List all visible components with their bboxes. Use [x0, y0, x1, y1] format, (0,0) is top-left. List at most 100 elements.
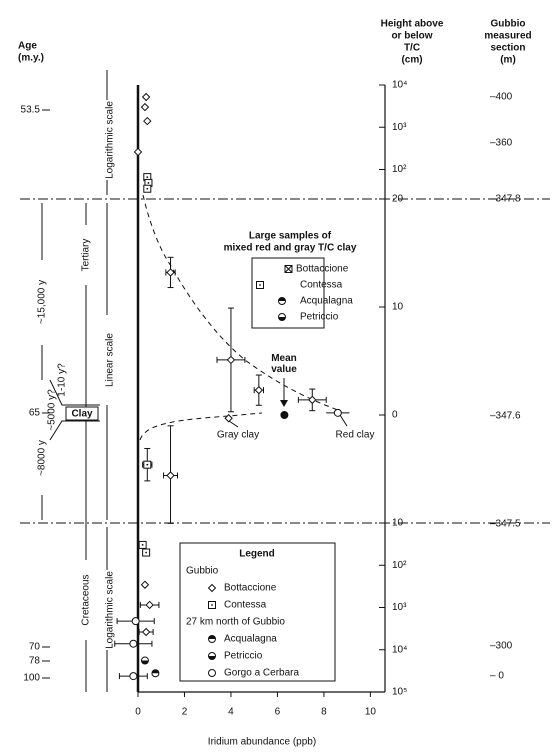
- marker: [278, 297, 286, 305]
- marker: [129, 672, 138, 681]
- section-label: –360: [490, 138, 513, 149]
- marker: [256, 281, 264, 289]
- age-label: 53.5: [21, 105, 41, 116]
- point-label: Red clay: [336, 430, 375, 441]
- section-label: – 0: [490, 671, 504, 682]
- y-tick-label: 10³: [392, 122, 407, 133]
- y-tick-label: 10: [392, 518, 404, 529]
- point-label: Mean value: [271, 353, 297, 375]
- x-axis-label: Iridium abundance (ppb): [208, 737, 316, 748]
- legend-marker-cross: [284, 265, 293, 273]
- legend-box: [179, 542, 336, 682]
- marker: [131, 617, 140, 626]
- marker-shape: [207, 583, 217, 593]
- y-tick-label: 10⁵: [392, 687, 407, 698]
- section-header: measured: [484, 31, 531, 42]
- marker: [141, 627, 151, 637]
- marker: [140, 102, 150, 112]
- legend-entry: Bottaccione: [224, 583, 277, 594]
- large-samples-entry: Contessa: [300, 280, 343, 291]
- annotation: ~8000 y: [37, 440, 48, 476]
- marker-half: [208, 656, 216, 660]
- section-label: –347.6: [490, 411, 521, 422]
- y-tick-label: 10²: [392, 560, 407, 571]
- marker: [208, 669, 216, 677]
- marker-shape: [140, 580, 150, 589]
- marker-shape: [145, 600, 154, 610]
- marker: [141, 92, 151, 102]
- clay-box: [65, 406, 99, 421]
- fit-curve-lower: [139, 412, 263, 441]
- marker-shape: [308, 395, 317, 405]
- marker-shape: [133, 147, 143, 157]
- marker-dot: [141, 544, 144, 546]
- legend-group: Gubbio: [186, 566, 219, 577]
- marker: [145, 600, 154, 610]
- section-label: –300: [490, 641, 513, 652]
- annotation: Logarithmic scale: [105, 571, 116, 649]
- annotation: Tertiary: [81, 239, 92, 272]
- marker: [333, 408, 342, 417]
- age-label: 78: [29, 656, 41, 667]
- marker: [143, 116, 152, 126]
- marker-dot: [145, 551, 148, 554]
- y-axis-label: (cm): [401, 55, 422, 66]
- marker-shape: [226, 355, 236, 365]
- annotation: 1-10 y?: [57, 363, 68, 397]
- y-tick-label: 10²: [392, 164, 407, 175]
- marker-dot: [146, 463, 149, 466]
- section-header: (m): [500, 55, 516, 66]
- marker-half: [141, 660, 149, 665]
- marker-shape: [280, 411, 289, 419]
- mean-arrowhead: [280, 400, 288, 407]
- marker: [143, 460, 152, 469]
- age-label: 100: [23, 673, 40, 684]
- marker: [208, 601, 216, 609]
- section-label: –347.8: [490, 194, 521, 205]
- marker-half: [278, 297, 286, 301]
- large-samples-title: mixed red and gray T/C clay: [224, 243, 357, 254]
- y-tick-label: 10: [392, 302, 404, 313]
- marker: [143, 184, 152, 193]
- marker-shape: [254, 385, 264, 395]
- y-tick-label: 10⁴: [392, 80, 407, 91]
- y-axis-label: T/C: [404, 43, 420, 54]
- large-samples-entry: Bottaccione: [296, 264, 349, 275]
- y-tick-label: 20: [392, 194, 404, 205]
- legend-entry: Contessa: [224, 600, 267, 611]
- section-label: –400: [490, 92, 513, 103]
- red-clay-pointer: [339, 414, 348, 427]
- marker: [224, 414, 233, 423]
- marker-shape: [129, 639, 138, 648]
- marker-shape: [333, 408, 342, 417]
- fit-curve-upper: [142, 194, 339, 411]
- marker: [140, 656, 149, 665]
- annotation: Cretaceous: [81, 574, 92, 625]
- y-axis-label: Height above: [381, 19, 444, 30]
- marker: [142, 548, 151, 557]
- clay-bracket: [49, 379, 100, 441]
- section-label: –347.5: [490, 519, 521, 530]
- x-tick-label: 0: [135, 707, 141, 718]
- marker-half: [151, 669, 159, 674]
- x-tick-label: 6: [275, 707, 281, 718]
- annotation: ~5000 y?: [47, 389, 58, 431]
- marker-dot: [146, 187, 149, 190]
- marker: [254, 385, 264, 395]
- marker-dot: [259, 284, 261, 286]
- marker-half: [278, 317, 286, 321]
- marker-shape: [143, 116, 152, 126]
- legend-group: 27 km north of Gubbio: [186, 617, 285, 628]
- marker: [129, 639, 138, 648]
- marker: [208, 652, 216, 660]
- legend-entry: Gorgo a Cerbara: [224, 668, 299, 679]
- marker: [226, 355, 236, 365]
- marker: [140, 580, 150, 589]
- marker-shape: [141, 627, 151, 637]
- marker: [208, 635, 216, 643]
- marker-shape: [166, 268, 175, 277]
- marker-shape: [141, 92, 151, 102]
- x-tick-label: 4: [228, 707, 234, 718]
- large-samples-entry: Petriccio: [300, 312, 339, 323]
